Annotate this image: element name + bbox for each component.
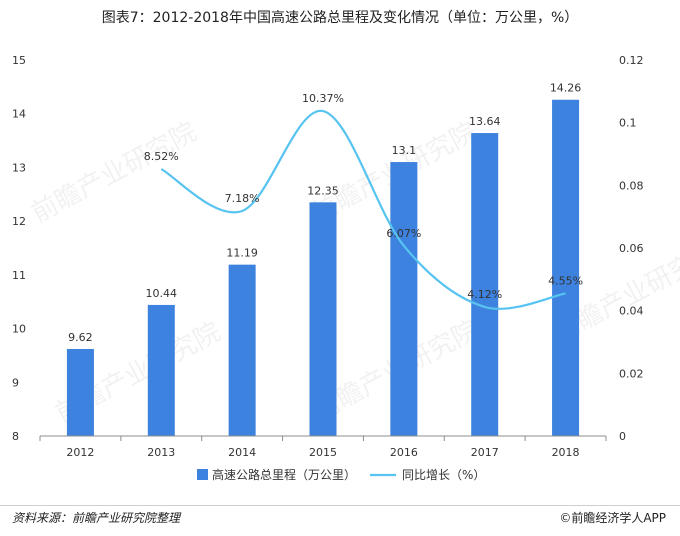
legend: 高速公路总里程（万公里） 同比增长（%） [197, 467, 485, 482]
line-series: 8.52% 7.18% 10.37% 6.07% 4.12% 4.55% [144, 92, 583, 310]
legend-swatch-bar [197, 469, 208, 480]
footer-divider [0, 505, 680, 506]
bar [552, 99, 580, 437]
growth-value-label: 4.55% [548, 274, 583, 287]
watermark-text: 前瞻产业研究院 [27, 117, 202, 229]
bar-value-label: 13.64 [469, 115, 501, 128]
right-tick-label: 0 [619, 430, 626, 443]
bar-value-label: 10.44 [146, 287, 178, 300]
growth-value-label: 4.12% [467, 288, 502, 301]
right-tick-label: 0.04 [619, 305, 644, 318]
source-note: 资料来源：前瞻产业研究院整理 [12, 511, 181, 525]
right-tick-label: 0.12 [619, 54, 644, 67]
bar-value-label: 12.35 [307, 184, 339, 197]
brand-label: ©前瞻经济学人APP [559, 511, 666, 525]
chart-title: 图表7：2012-2018年中国高速公路总里程及变化情况（单位：万公里，%） [101, 10, 579, 26]
right-tick-label: 0.02 [619, 367, 644, 380]
bar [228, 264, 256, 436]
right-tick-label: 0.1 [619, 117, 637, 130]
bar-series: 9.62 10.44 11.19 12.35 13.1 13.64 14.26 [66, 82, 582, 437]
x-tick-label: 2012 [66, 446, 94, 459]
left-tick-label: 14 [12, 108, 26, 121]
x-tick-label: 2013 [147, 446, 175, 459]
x-tick-label: 2018 [552, 446, 580, 459]
growth-value-label: 8.52% [144, 150, 179, 163]
x-tick-label: 2016 [390, 446, 418, 459]
growth-value-label: 7.18% [225, 192, 260, 205]
legend-label-line: 同比增长（%） [402, 468, 485, 482]
bar [147, 304, 175, 436]
bar [471, 133, 499, 436]
right-axis: 0 0.02 0.04 0.06 0.08 0.1 0.12 [619, 54, 644, 443]
bar-value-label: 11.19 [226, 247, 258, 260]
bar [66, 348, 94, 436]
growth-value-label: 10.37% [302, 92, 344, 105]
growth-line [160, 109, 566, 310]
left-tick-label: 9 [12, 376, 19, 389]
left-tick-label: 10 [12, 323, 26, 336]
left-tick-label: 15 [12, 54, 26, 67]
bar-value-label: 13.1 [392, 144, 417, 157]
bar-value-label: 9.62 [68, 331, 93, 344]
bar [309, 202, 337, 436]
x-tick-label: 2015 [309, 446, 337, 459]
x-axis: 2012 2013 2014 2015 2016 2017 2018 [39, 435, 607, 459]
left-tick-label: 8 [12, 430, 19, 443]
right-tick-label: 0.08 [619, 179, 644, 192]
left-tick-label: 11 [12, 269, 26, 282]
footer: 资料来源：前瞻产业研究院整理 ©前瞻经济学人APP [0, 505, 680, 529]
left-tick-label: 13 [12, 161, 26, 174]
bar [390, 162, 418, 437]
growth-value-label: 6.07% [386, 227, 421, 240]
watermark-layer: 前瞻产业研究院前瞻产业研究院前瞻产业研究院前瞻产业研究院前瞻产业研究院 [27, 117, 680, 429]
x-tick-label: 2017 [471, 446, 499, 459]
x-tick-label: 2014 [228, 446, 256, 459]
left-tick-label: 12 [12, 215, 26, 228]
bar-value-label: 14.26 [550, 82, 582, 95]
left-axis: 8 9 10 11 12 13 14 15 [12, 54, 26, 443]
right-tick-label: 0.06 [619, 242, 644, 255]
legend-label-bar: 高速公路总里程（万公里） [212, 467, 356, 482]
